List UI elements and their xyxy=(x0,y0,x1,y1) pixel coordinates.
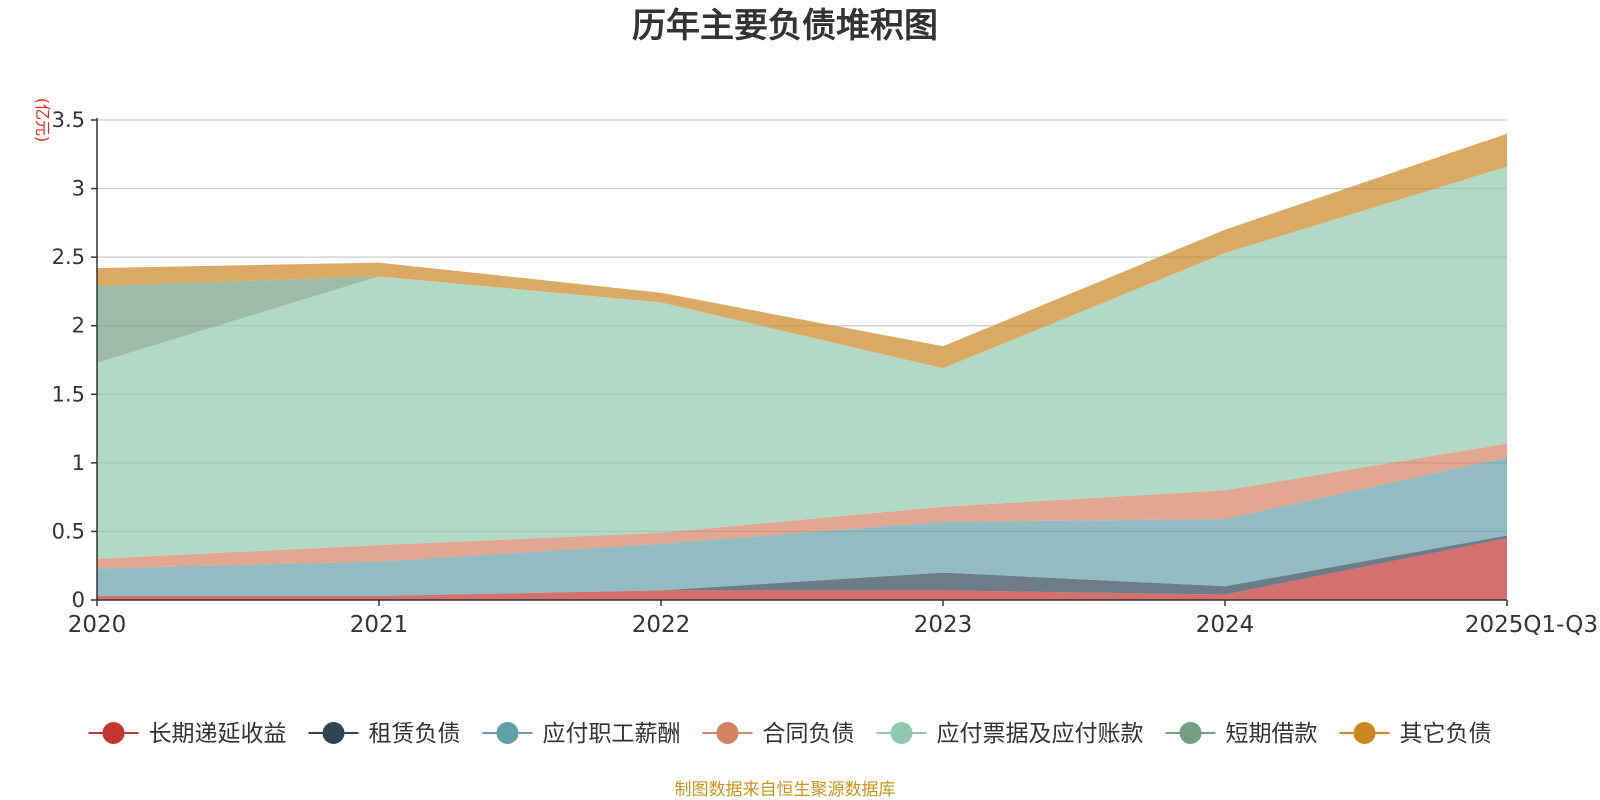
y-tick-label: 3.5 xyxy=(52,108,85,132)
axes: 0 0.5 1 1.5 2 2.5 3 3.5 2020 2021 2022 2023 2024 2025… xyxy=(52,108,1598,638)
legend-label: 短期借款 xyxy=(1226,721,1318,747)
y-tick-label: 2.5 xyxy=(52,245,85,269)
area-series-1 xyxy=(97,535,1507,596)
y-tick-label: 3 xyxy=(72,177,85,201)
x-tick-label: 2024 xyxy=(1196,612,1255,638)
area-series-3 xyxy=(97,443,1507,569)
area-series-6 xyxy=(97,133,1507,369)
legend-label: 长期递延收益 xyxy=(149,721,287,747)
x-tick-label: 2023 xyxy=(914,612,973,638)
legend-label: 其它负债 xyxy=(1400,721,1492,747)
x-tick-label: 2021 xyxy=(350,612,409,638)
legend-item[interactable]: 短期借款 xyxy=(1165,721,1318,747)
legend-label: 应付票据及应付账款 xyxy=(937,721,1144,747)
area-series-4 xyxy=(97,166,1507,559)
legend-marker-icon xyxy=(1353,722,1376,744)
legend-marker-icon xyxy=(322,722,345,744)
legend-marker-icon xyxy=(496,722,519,744)
data-source-note: 制图数据来自恒生聚源数据库 xyxy=(675,780,896,800)
y-tick-label: 1.5 xyxy=(52,382,85,406)
legend-marker-icon xyxy=(890,722,913,744)
x-tick-label: 2025Q1-Q3 xyxy=(1465,612,1598,638)
y-tick-label: 0.5 xyxy=(52,519,85,543)
x-tick-label: 2022 xyxy=(632,612,691,638)
area-series-2 xyxy=(97,457,1507,596)
y-tick-label: 0 xyxy=(72,588,85,612)
x-tick-label: 2020 xyxy=(68,612,127,638)
legend-item[interactable]: 其它负债 xyxy=(1339,721,1492,747)
stacked-areas xyxy=(97,133,1507,600)
legend-item[interactable]: 应付职工薪酬 xyxy=(482,721,681,747)
legend-item[interactable]: 合同负债 xyxy=(702,721,855,747)
legend-item[interactable]: 长期递延收益 xyxy=(88,721,287,747)
chart-title: 历年主要负债堆积图 xyxy=(632,6,938,46)
legend-label: 合同负债 xyxy=(763,721,855,747)
y-tick-label: 2 xyxy=(72,314,85,338)
legend[interactable]: 长期递延收益 租赁负债 应付职工薪酬 合同负债 应付票据及应付账款 短期借款 其它负债 xyxy=(88,721,1492,747)
area-series-0 xyxy=(97,538,1507,600)
legend-label: 租赁负债 xyxy=(369,721,461,747)
legend-marker-icon xyxy=(716,722,739,744)
legend-label: 应付职工薪酬 xyxy=(543,721,681,747)
legend-marker-icon xyxy=(1179,722,1202,744)
y-tick-label: 1 xyxy=(72,451,85,475)
legend-item[interactable]: 租赁负债 xyxy=(308,721,461,747)
legend-item[interactable]: 应付票据及应付账款 xyxy=(876,721,1144,747)
y-axis-unit-label: (亿元) xyxy=(33,98,52,143)
legend-marker-icon xyxy=(102,722,125,744)
